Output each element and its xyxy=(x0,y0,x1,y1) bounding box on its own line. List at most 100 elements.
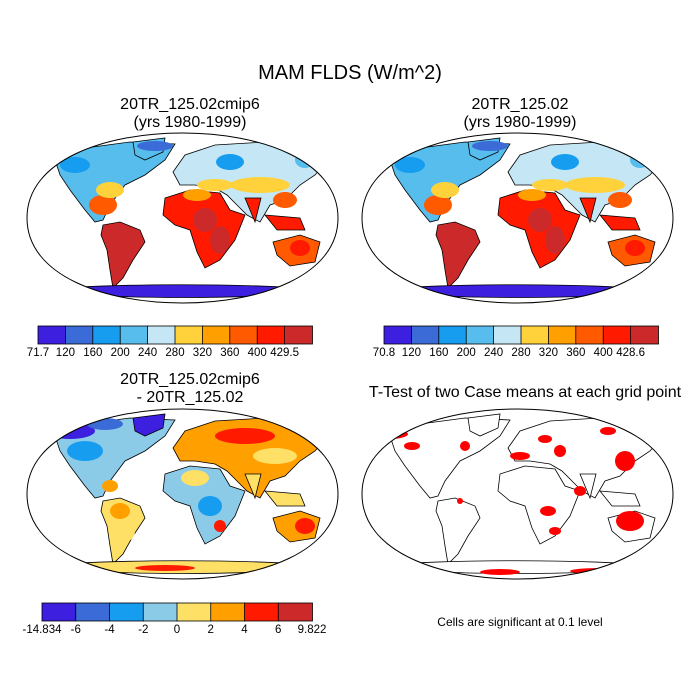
colorbar-swatch xyxy=(284,325,313,345)
colorbar-swatch xyxy=(64,325,94,345)
colorbar-tick-label: 320 xyxy=(538,347,558,359)
map-panel-bottom-left xyxy=(26,408,339,580)
colorbar-swatch xyxy=(75,602,111,622)
continent-seasia xyxy=(599,490,641,507)
data-patch xyxy=(119,521,135,541)
colorbar-swatch xyxy=(493,325,522,345)
colorbar-tick-label: 4 xyxy=(241,624,248,636)
colorbar-tick-label: 360 xyxy=(220,347,240,359)
colorbar-tick-label: 70.8 xyxy=(372,347,396,359)
data-patch xyxy=(446,228,474,256)
continent-seasia xyxy=(599,214,641,231)
map-panel-bottom-right xyxy=(361,408,674,580)
continent-india xyxy=(579,197,597,224)
colorbar-tick-label: 360 xyxy=(566,347,586,359)
colorbar-swatch xyxy=(244,602,280,622)
data-patch xyxy=(96,182,124,198)
colorbar-abs-right xyxy=(383,325,659,345)
data-patch xyxy=(137,141,173,151)
data-patch xyxy=(214,520,226,532)
data-patch xyxy=(518,189,546,201)
colorbar-tick-label: -14.834 xyxy=(22,624,62,636)
panel-title-line2: (yrs 1980-1999) xyxy=(463,114,577,131)
data-patch xyxy=(630,152,650,168)
colorbar-swatch xyxy=(37,325,67,345)
map-boundary xyxy=(361,132,674,304)
data-patch xyxy=(198,496,222,516)
colorbar-tick-label: 6 xyxy=(275,624,282,636)
colorbar-tick-label: 240 xyxy=(138,347,158,359)
panel-title-line1: T-Test of two Case means at each grid po… xyxy=(368,384,682,401)
data-patch xyxy=(385,568,435,574)
colorbar-tick-label: 240 xyxy=(484,347,504,359)
colorbar-tick-label: 0 xyxy=(173,624,181,636)
figure-title: MAM FLDS (W/m^2) xyxy=(258,62,442,84)
panel-title-line2: (yrs 1980-1999) xyxy=(133,114,247,131)
data-patch xyxy=(216,154,244,170)
colorbar-tick-label: 400 xyxy=(247,347,267,359)
data-patch xyxy=(111,228,139,256)
data-patch xyxy=(197,179,233,191)
data-patch xyxy=(457,498,463,504)
data-patch xyxy=(110,503,130,519)
colorbar-tick-label: 280 xyxy=(511,347,531,359)
data-patch xyxy=(625,240,645,256)
colorbar-swatch xyxy=(630,325,659,345)
colorbar-ticks-abs-right: 70.8 120 160 200 240 280 320 360 400 428.6 xyxy=(373,347,658,361)
continent-sa xyxy=(435,497,481,565)
colorbar-tick-label: 9.822 xyxy=(297,624,327,636)
data-patch xyxy=(181,470,209,486)
colorbar-tick-label: 320 xyxy=(192,347,212,359)
data-patch xyxy=(551,154,579,170)
data-patch xyxy=(480,569,520,575)
colorbar-diff xyxy=(41,602,313,622)
data-patch xyxy=(549,527,561,535)
colorbar-tick-label: 160 xyxy=(83,347,103,359)
data-patch xyxy=(404,442,420,450)
colorbar-abs-left xyxy=(37,325,313,345)
map-panel-top-left xyxy=(26,132,339,304)
continent-nz xyxy=(324,541,334,558)
panel-title-line1: 20TR_125.02 xyxy=(471,96,569,113)
map-boundary xyxy=(26,132,339,304)
data-patch xyxy=(424,195,452,215)
panel-title-line1: 20TR_125.02cmip6 xyxy=(120,371,260,388)
map-boundary xyxy=(26,408,339,580)
colorbar-tick-label: 120 xyxy=(401,347,421,359)
data-patch xyxy=(215,428,275,444)
colorbar-swatch xyxy=(41,602,77,622)
colorbar-swatch xyxy=(277,602,313,622)
colorbar-tick-label: 160 xyxy=(429,347,449,359)
colorbar-swatch xyxy=(383,325,413,345)
colorbar-swatch xyxy=(176,602,212,622)
data-patch xyxy=(395,157,425,173)
data-patch xyxy=(67,441,103,461)
data-patch xyxy=(102,480,118,492)
data-patch xyxy=(60,157,90,173)
data-patch xyxy=(600,427,616,435)
data-patch xyxy=(616,511,644,531)
colorbar-swatch xyxy=(547,325,577,345)
colorbar-tick-label: 429.5 xyxy=(270,347,299,359)
data-patch xyxy=(253,448,297,464)
colorbar-swatch xyxy=(210,602,246,622)
significance-note: Cells are significant at 0.1 level xyxy=(437,615,603,629)
panel-title-bottom-right: T-Test of two Case means at each grid po… xyxy=(345,384,700,402)
data-patch xyxy=(245,565,305,571)
colorbar-swatch xyxy=(142,602,178,622)
continent-india xyxy=(244,473,262,500)
colorbar-swatch xyxy=(602,325,632,345)
data-patch xyxy=(183,189,211,201)
data-patch xyxy=(574,486,586,496)
map-boundary xyxy=(361,408,674,580)
colorbar-swatch xyxy=(174,325,204,345)
data-patch xyxy=(554,445,566,457)
data-patch xyxy=(545,226,565,254)
colorbar-swatch xyxy=(438,325,468,345)
colorbar-swatch xyxy=(109,602,145,622)
data-patch xyxy=(295,518,315,534)
colorbar-swatch xyxy=(465,325,495,345)
data-patch xyxy=(135,565,195,571)
panel-title-bottom-left: 20TR_125.02cmip6 - 20TR_125.02 xyxy=(30,371,350,407)
colorbar-swatch xyxy=(575,325,605,345)
